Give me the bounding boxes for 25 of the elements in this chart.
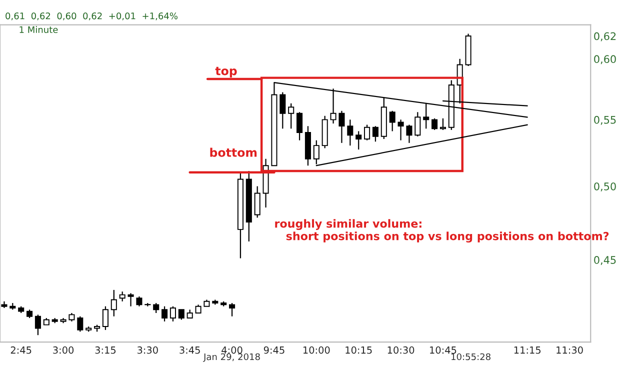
x-tick-label: 4:00 [222, 346, 242, 354]
y-tick-label: 0,60 [594, 55, 616, 64]
x-tick-label: 9:45 [264, 346, 284, 354]
annotation: top [215, 66, 237, 78]
x-tick-label: 3:00 [53, 346, 74, 354]
chart-subtitle: 0,61 0,62 0,60 0,62 +0,01 +1,64% [6, 12, 178, 20]
annotation: bottom [210, 148, 257, 157]
y-tick-label: 0,50 [594, 182, 616, 192]
y-tick-label: 0,62 [594, 32, 616, 42]
x-tick-label: 10:45 [430, 346, 456, 354]
annotation: roughly similar volume: short positions on top vs long positions on bottom? [275, 219, 609, 242]
x-tick-label: 10:30 [388, 346, 414, 354]
x-tick-label: 3:15 [95, 346, 116, 354]
y-tick-label: 0,45 [594, 256, 616, 265]
x-tick-label: 11:15 [514, 346, 541, 354]
x-tick-label: 3:30 [137, 346, 158, 354]
y-tick-label: 0,55 [594, 116, 616, 125]
x-tick-label: 3:45 [180, 346, 200, 354]
x-tick-label: 2:45 [10, 346, 32, 354]
x-tick-label: 10:15 [346, 346, 372, 354]
x-tick-label: 10:00 [303, 346, 330, 354]
x-tick-label: 11:30 [556, 346, 583, 354]
chart-title: 1 Minute [20, 26, 58, 34]
text: 10:55:28 [452, 353, 490, 360]
text: Jan 29, 2018 [203, 353, 260, 362]
